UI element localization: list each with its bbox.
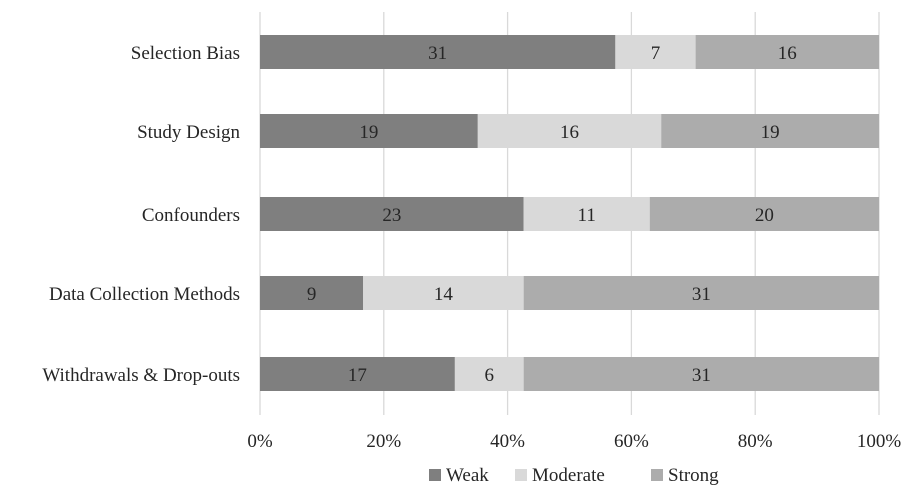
legend-swatch <box>429 469 441 481</box>
category-axis-labels: Selection Bias Study Design Confounders Dat… <box>42 43 240 386</box>
bar-segment <box>615 35 696 69</box>
bars <box>260 35 879 391</box>
bar-segment <box>260 276 364 310</box>
data-label: 16 <box>560 122 579 143</box>
x-tick-label: 40% <box>490 431 525 452</box>
legend: Weak Moderate Strong <box>429 465 719 486</box>
legend-label: Moderate <box>532 465 605 486</box>
category-label: Data Collection Methods <box>49 284 240 305</box>
x-tick-label: 80% <box>738 431 773 452</box>
data-label: 31 <box>692 284 711 305</box>
x-tick-label: 0% <box>247 431 273 452</box>
data-label: 14 <box>434 284 454 305</box>
data-label: 31 <box>692 365 711 386</box>
x-tick-label: 60% <box>614 431 649 452</box>
bar-segment <box>260 197 524 231</box>
data-label: 20 <box>755 205 774 226</box>
data-label: 23 <box>382 205 401 226</box>
data-label: 6 <box>485 365 495 386</box>
bar-segment <box>454 357 524 391</box>
bar-segment <box>363 276 524 310</box>
data-label: 17 <box>348 365 367 386</box>
data-label: 19 <box>359 122 378 143</box>
category-label: Confounders <box>142 205 240 226</box>
category-label: Study Design <box>137 122 240 143</box>
x-axis-tick-labels: 0% 20% 40% 60% 80% 100% <box>247 431 901 452</box>
bar-segment <box>649 197 879 231</box>
bar-segment <box>260 35 616 69</box>
legend-label: Weak <box>446 465 489 486</box>
bar-segment <box>523 357 879 391</box>
data-label: 16 <box>778 43 797 64</box>
data-label: 11 <box>578 205 596 226</box>
bar-segment <box>695 35 879 69</box>
bar-segment <box>523 197 650 231</box>
data-label: 31 <box>428 43 447 64</box>
bar-segment <box>260 114 478 148</box>
bar-segment <box>477 114 662 148</box>
data-label: 19 <box>761 122 780 143</box>
bar-segment <box>661 114 879 148</box>
category-label: Selection Bias <box>131 43 240 64</box>
bar-segment <box>523 276 879 310</box>
bar-segment <box>260 357 455 391</box>
category-label: Withdrawals & Drop-outs <box>42 365 240 386</box>
data-labels: 31 7 16 19 16 19 23 11 20 9 14 31 17 6 31 <box>307 43 797 386</box>
data-label: 7 <box>651 43 661 64</box>
legend-label: Strong <box>668 465 719 486</box>
x-tick-label: 20% <box>366 431 401 452</box>
x-tick-label: 100% <box>857 431 902 452</box>
data-label: 9 <box>307 284 317 305</box>
legend-swatch <box>651 469 663 481</box>
legend-swatch <box>515 469 527 481</box>
